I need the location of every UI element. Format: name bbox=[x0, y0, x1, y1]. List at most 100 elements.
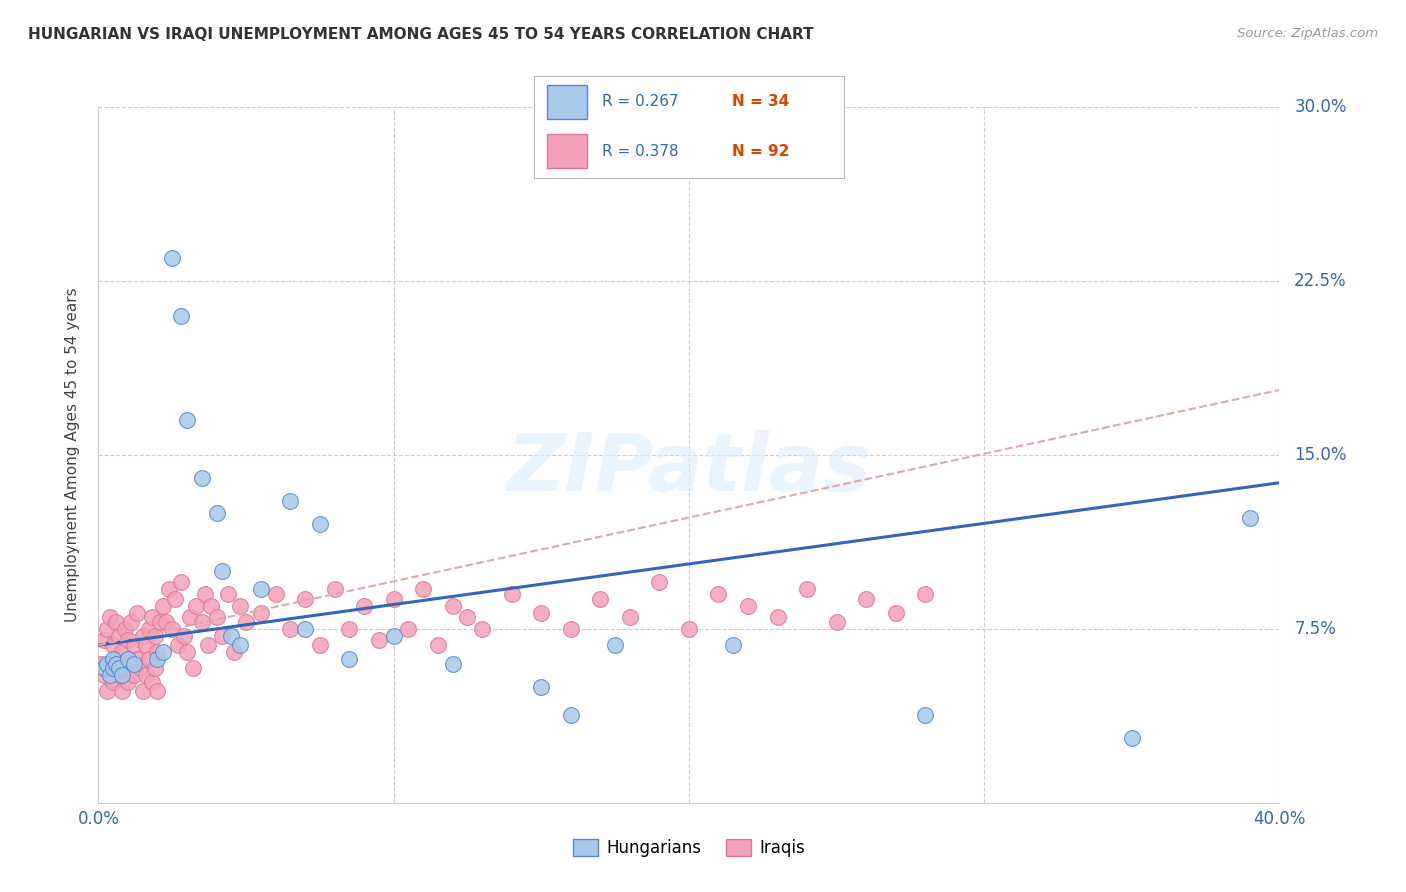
Point bbox=[120, 615, 142, 629]
Point bbox=[165, 591, 187, 606]
Point bbox=[146, 645, 169, 659]
Point bbox=[294, 622, 316, 636]
Point bbox=[141, 610, 163, 624]
Text: 30.0%: 30.0% bbox=[1294, 98, 1347, 116]
Point bbox=[205, 610, 228, 624]
Point bbox=[796, 582, 818, 597]
Point bbox=[619, 610, 641, 624]
Point bbox=[122, 668, 145, 682]
Point bbox=[200, 599, 222, 613]
Point bbox=[250, 582, 273, 597]
Point bbox=[122, 638, 145, 652]
Point bbox=[141, 675, 163, 690]
Point bbox=[914, 587, 936, 601]
Point bbox=[441, 599, 464, 613]
Point bbox=[191, 471, 214, 485]
Text: 7.5%: 7.5% bbox=[1294, 620, 1336, 638]
Point bbox=[93, 633, 115, 648]
Point bbox=[103, 638, 125, 652]
Text: HUNGARIAN VS IRAQI UNEMPLOYMENT AMONG AGES 45 TO 54 YEARS CORRELATION CHART: HUNGARIAN VS IRAQI UNEMPLOYMENT AMONG AG… bbox=[28, 27, 814, 42]
Text: N = 34: N = 34 bbox=[733, 95, 790, 110]
Point bbox=[152, 645, 174, 659]
Point bbox=[128, 661, 150, 675]
Point bbox=[105, 657, 128, 671]
Point bbox=[111, 645, 134, 659]
Point bbox=[211, 564, 233, 578]
Point bbox=[197, 638, 219, 652]
Point bbox=[309, 638, 332, 652]
Point bbox=[143, 629, 166, 643]
FancyBboxPatch shape bbox=[547, 85, 586, 119]
Point bbox=[132, 629, 155, 643]
Point bbox=[914, 707, 936, 722]
Point bbox=[441, 657, 464, 671]
Point bbox=[93, 668, 115, 682]
Point bbox=[205, 506, 228, 520]
Point bbox=[90, 657, 112, 671]
Point bbox=[105, 615, 128, 629]
Point bbox=[111, 668, 134, 682]
Text: R = 0.267: R = 0.267 bbox=[602, 95, 679, 110]
Point bbox=[111, 684, 134, 698]
Point bbox=[96, 684, 118, 698]
Point bbox=[117, 675, 139, 690]
Text: ZIPatlas: ZIPatlas bbox=[506, 430, 872, 508]
Point bbox=[120, 657, 142, 671]
Point bbox=[108, 668, 131, 682]
Point bbox=[855, 591, 877, 606]
Point bbox=[382, 591, 405, 606]
FancyBboxPatch shape bbox=[547, 135, 586, 168]
Point bbox=[179, 610, 201, 624]
Point bbox=[235, 615, 257, 629]
Point bbox=[766, 610, 789, 624]
Point bbox=[250, 606, 273, 620]
Point bbox=[707, 587, 730, 601]
Text: N = 92: N = 92 bbox=[733, 144, 790, 159]
Text: R = 0.378: R = 0.378 bbox=[602, 144, 679, 159]
Point bbox=[125, 606, 148, 620]
Point bbox=[135, 638, 157, 652]
Point bbox=[1121, 731, 1143, 745]
Point bbox=[96, 657, 118, 671]
Point bbox=[560, 707, 582, 722]
Point bbox=[412, 582, 434, 597]
Point bbox=[103, 652, 125, 666]
Point bbox=[278, 622, 302, 636]
Point bbox=[162, 251, 183, 265]
Point bbox=[181, 661, 204, 675]
Point bbox=[678, 622, 700, 636]
Point bbox=[589, 591, 612, 606]
Point bbox=[721, 638, 744, 652]
Point bbox=[93, 661, 115, 675]
Text: 22.5%: 22.5% bbox=[1294, 272, 1347, 290]
Point bbox=[96, 622, 118, 636]
Point bbox=[98, 610, 121, 624]
Point bbox=[264, 587, 287, 601]
Point bbox=[471, 622, 494, 636]
Point bbox=[173, 629, 195, 643]
Point bbox=[152, 599, 174, 613]
Point bbox=[211, 629, 233, 643]
Point bbox=[309, 517, 332, 532]
Point bbox=[337, 652, 360, 666]
Point bbox=[219, 629, 242, 643]
Point bbox=[143, 661, 166, 675]
Point bbox=[103, 675, 125, 690]
Point bbox=[157, 582, 180, 597]
Point bbox=[294, 591, 316, 606]
Point bbox=[191, 615, 214, 629]
Point bbox=[162, 622, 183, 636]
Point bbox=[560, 622, 582, 636]
Point bbox=[737, 599, 759, 613]
Point bbox=[217, 587, 239, 601]
Point bbox=[135, 668, 157, 682]
Point bbox=[456, 610, 478, 624]
Point bbox=[530, 680, 553, 694]
Point bbox=[170, 309, 193, 323]
Point bbox=[396, 622, 419, 636]
Point bbox=[427, 638, 450, 652]
Point bbox=[530, 606, 553, 620]
Point bbox=[229, 638, 252, 652]
Point bbox=[103, 661, 125, 675]
Point bbox=[224, 645, 246, 659]
